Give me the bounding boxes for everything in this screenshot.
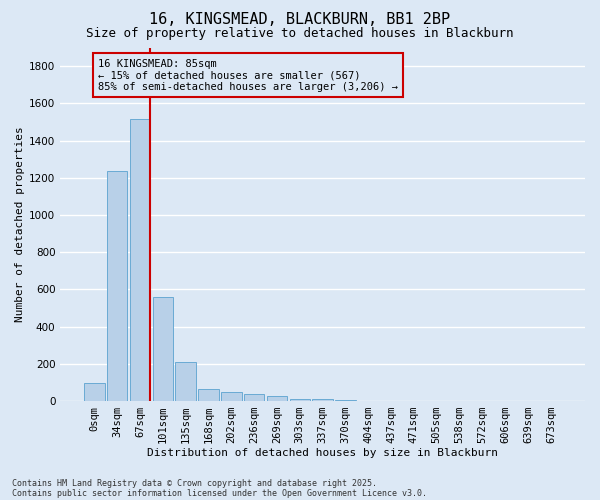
Bar <box>335 400 356 401</box>
Bar <box>130 119 151 401</box>
Text: 16, KINGSMEAD, BLACKBURN, BB1 2BP: 16, KINGSMEAD, BLACKBURN, BB1 2BP <box>149 12 451 28</box>
Text: Contains HM Land Registry data © Crown copyright and database right 2025.: Contains HM Land Registry data © Crown c… <box>12 478 377 488</box>
Text: Contains public sector information licensed under the Open Government Licence v3: Contains public sector information licen… <box>12 488 427 498</box>
Bar <box>244 394 265 401</box>
X-axis label: Distribution of detached houses by size in Blackburn: Distribution of detached houses by size … <box>147 448 498 458</box>
Bar <box>221 392 242 401</box>
Text: Size of property relative to detached houses in Blackburn: Size of property relative to detached ho… <box>86 28 514 40</box>
Bar <box>267 396 287 401</box>
Bar <box>107 171 127 401</box>
Bar <box>84 384 104 401</box>
Bar <box>198 389 219 401</box>
Bar <box>313 399 333 401</box>
Bar <box>175 362 196 401</box>
Y-axis label: Number of detached properties: Number of detached properties <box>15 126 25 322</box>
Bar <box>152 297 173 401</box>
Text: 16 KINGSMEAD: 85sqm
← 15% of detached houses are smaller (567)
85% of semi-detac: 16 KINGSMEAD: 85sqm ← 15% of detached ho… <box>98 58 398 92</box>
Bar <box>290 399 310 401</box>
